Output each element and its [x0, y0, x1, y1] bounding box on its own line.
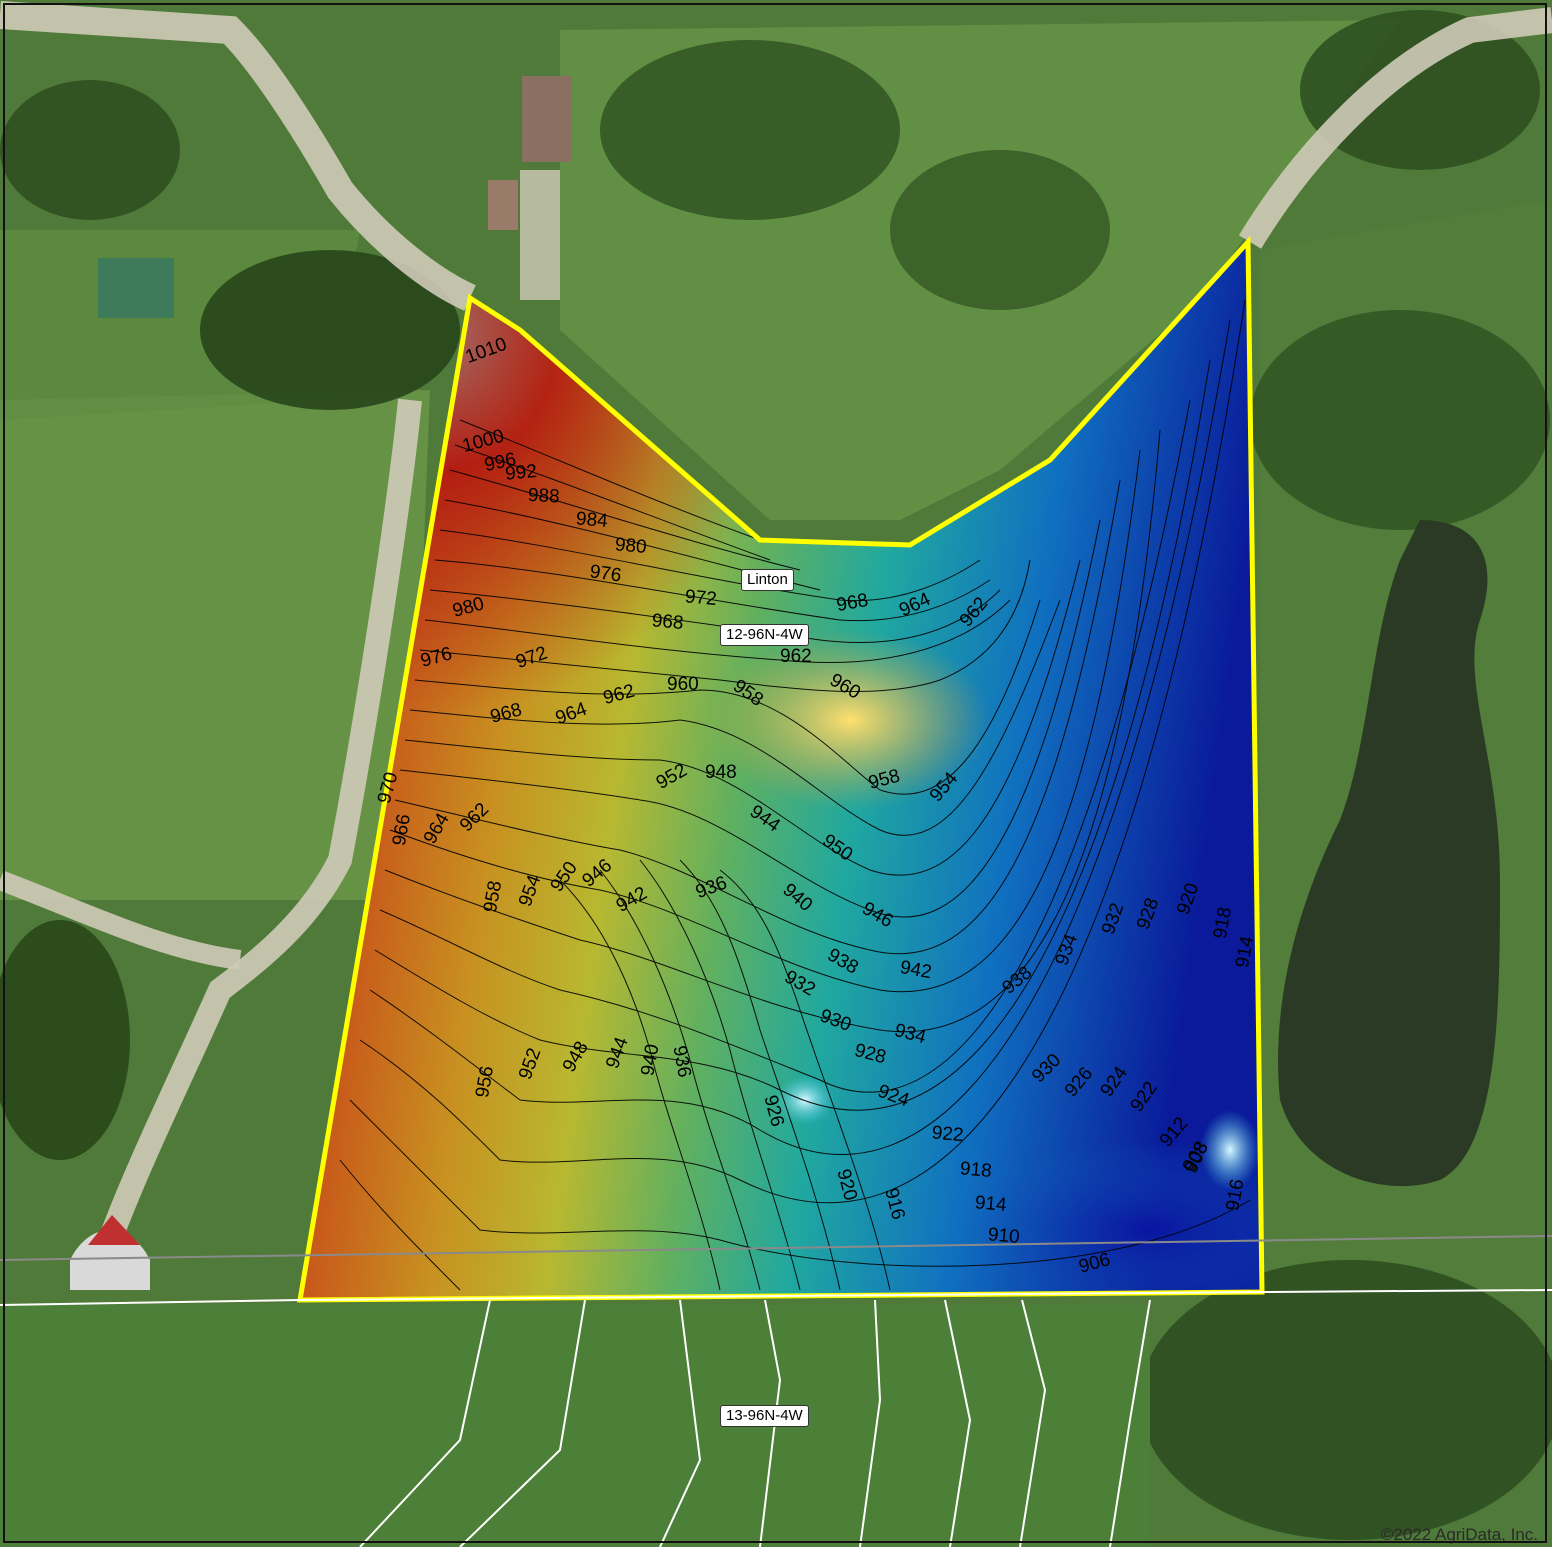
elevation-label: 948 [705, 762, 737, 783]
pond [1278, 520, 1500, 1187]
contour-lines [339, 299, 1251, 1291]
section-label-north: 12-96N-4W [720, 624, 809, 646]
building [522, 76, 572, 162]
section-line [0, 1289, 1552, 1306]
elevation-label: 914 [974, 1192, 1008, 1216]
elevation-label: 962 [780, 646, 812, 667]
elevation-label: 960 [667, 674, 699, 695]
road [0, 870, 242, 970]
elevation-label: 910 [987, 1224, 1020, 1248]
elevation-label: 980 [614, 534, 647, 558]
elevation-label: 968 [651, 610, 684, 634]
road [0, 1, 476, 311]
elevation-label: 918 [959, 1158, 992, 1182]
elevation-label: 984 [575, 508, 609, 532]
elevation-label: 988 [527, 485, 560, 508]
road [1238, 7, 1552, 249]
crop-field [0, 1305, 1150, 1547]
building [98, 258, 174, 318]
elevation-label: 992 [504, 461, 537, 485]
section-label-south: 13-96N-4W [720, 1405, 809, 1427]
place-name-label: Linton [741, 569, 794, 591]
road [98, 398, 422, 1245]
elevation-label: 922 [931, 1122, 964, 1146]
elevation-label: 976 [588, 561, 622, 586]
south-contours [359, 1299, 1151, 1548]
elevation-label: 972 [684, 586, 717, 610]
building [488, 180, 518, 230]
copyright-text: ©2022 AgriData, Inc. [1380, 1525, 1538, 1544]
building [88, 1215, 140, 1245]
section-line [0, 1235, 1552, 1261]
